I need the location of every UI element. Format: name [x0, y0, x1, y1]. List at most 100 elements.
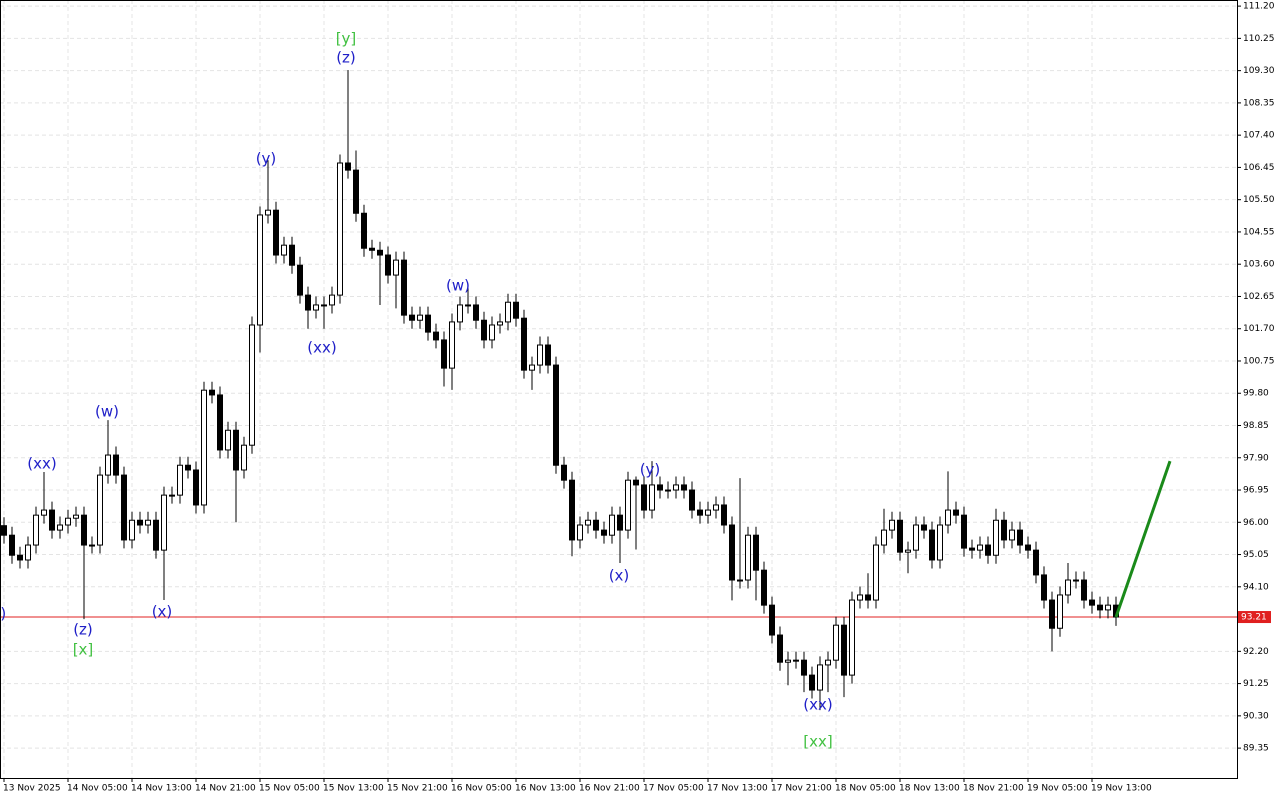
- wave-label: [y]: [336, 30, 357, 48]
- candle-body: [801, 659, 807, 676]
- candle-body: [185, 464, 191, 471]
- x-tick-label: 13 Nov 2025: [3, 784, 61, 794]
- candle-body: [697, 509, 703, 516]
- candle-body: [593, 519, 599, 531]
- candle-body: [1033, 549, 1039, 576]
- candle-body: [577, 524, 583, 541]
- candle-body: [1009, 529, 1015, 541]
- y-tick-label: 105.50: [1243, 195, 1275, 205]
- candle-body: [169, 494, 175, 497]
- candle-body: [881, 529, 887, 546]
- candle-body: [177, 464, 183, 496]
- candle-body: [441, 339, 447, 369]
- candle-body: [993, 519, 999, 556]
- y-tick-label: 102.65: [1243, 292, 1275, 302]
- candle-body: [489, 324, 495, 341]
- y-tick-label: 109.30: [1243, 66, 1275, 76]
- y-tick-label: 111.20: [1243, 2, 1275, 12]
- x-tick-label: 16 Nov 21:00: [579, 784, 640, 794]
- candle-body: [545, 344, 551, 366]
- candle-body: [633, 479, 639, 486]
- wave-label: (z): [336, 49, 356, 67]
- candle-body: [265, 209, 271, 216]
- candle-body: [1073, 579, 1079, 582]
- wave-label: [x]: [73, 641, 94, 659]
- candle-body: [753, 534, 759, 571]
- candle-body: [57, 524, 63, 531]
- candle-body: [713, 504, 719, 511]
- candle-body: [625, 479, 631, 531]
- y-tick-label: 107.40: [1243, 131, 1275, 141]
- candle-body: [145, 519, 151, 526]
- current-price-tag: [1238, 611, 1271, 624]
- candle-body: [305, 294, 311, 311]
- y-tick-label: 99.80: [1243, 389, 1269, 399]
- candle-body: [153, 519, 159, 551]
- candle-body: [225, 429, 231, 451]
- candle-body: [969, 547, 975, 551]
- candle-body: [201, 389, 207, 506]
- candle-body: [569, 479, 575, 541]
- y-tick-label: 103.60: [1243, 260, 1275, 270]
- candle-body: [921, 524, 927, 531]
- forecast-line: [1114, 460, 1172, 618]
- candle-body: [473, 304, 479, 321]
- candle-body: [353, 169, 359, 214]
- x-tick-label: 17 Nov 21:00: [771, 784, 832, 794]
- wave-label: (w): [95, 403, 119, 421]
- wave-label: (x): [152, 603, 173, 621]
- candle-body: [241, 444, 247, 471]
- y-tick-label: 95.05: [1243, 550, 1269, 560]
- x-tick-label: 18 Nov 13:00: [899, 784, 960, 794]
- candle-body: [809, 674, 815, 691]
- candle-body: [737, 579, 743, 582]
- x-tick-label: 16 Nov 05:00: [451, 784, 512, 794]
- candle-body: [721, 504, 727, 526]
- candle-body: [121, 474, 127, 541]
- candle-body: [945, 509, 951, 526]
- candle-body: [585, 519, 591, 526]
- candle-body: [1105, 604, 1111, 611]
- candle-body: [257, 214, 263, 326]
- candle-body: [497, 321, 503, 326]
- candle-body: [705, 509, 711, 516]
- y-tick-label: 108.35: [1243, 98, 1275, 108]
- candle-body: [73, 514, 79, 519]
- candle-body: [761, 569, 767, 606]
- candle-body: [409, 314, 415, 321]
- candle-body: [1089, 599, 1095, 606]
- candle-body: [377, 249, 383, 256]
- candle-body: [1041, 574, 1047, 601]
- y-tick-label: 110.25: [1243, 34, 1275, 44]
- wave-label: (x): [609, 567, 630, 585]
- candle-body: [649, 484, 655, 511]
- candle-body: [297, 264, 303, 296]
- candle-body: [1049, 599, 1055, 629]
- candle-body: [193, 469, 199, 506]
- candle-body: [641, 484, 647, 511]
- candle-body: [1065, 579, 1071, 596]
- candle-body: [369, 247, 375, 251]
- x-tick-label: 14 Nov 21:00: [195, 784, 256, 794]
- wave-label: (y): [640, 461, 661, 479]
- candle-body: [785, 659, 791, 663]
- candle-body: [9, 534, 15, 556]
- candle-body: [865, 594, 871, 601]
- candle-body: [1097, 604, 1103, 611]
- candle-body: [137, 519, 143, 526]
- wave-label: (y): [0, 605, 6, 623]
- wave-label: (xx): [307, 339, 336, 357]
- candle-body: [561, 464, 567, 481]
- candle-body: [601, 529, 607, 536]
- x-tick-label: 18 Nov 05:00: [835, 784, 896, 794]
- candle-body: [465, 304, 471, 307]
- candle-body: [825, 659, 831, 666]
- wave-label: (y): [256, 150, 277, 168]
- candle-body: [65, 517, 71, 526]
- y-tick-label: 91.25: [1243, 679, 1269, 689]
- x-tick-label: 14 Nov 13:00: [131, 784, 192, 794]
- candle-body: [313, 304, 319, 311]
- candle-body: [873, 544, 879, 601]
- candle-body: [665, 489, 671, 492]
